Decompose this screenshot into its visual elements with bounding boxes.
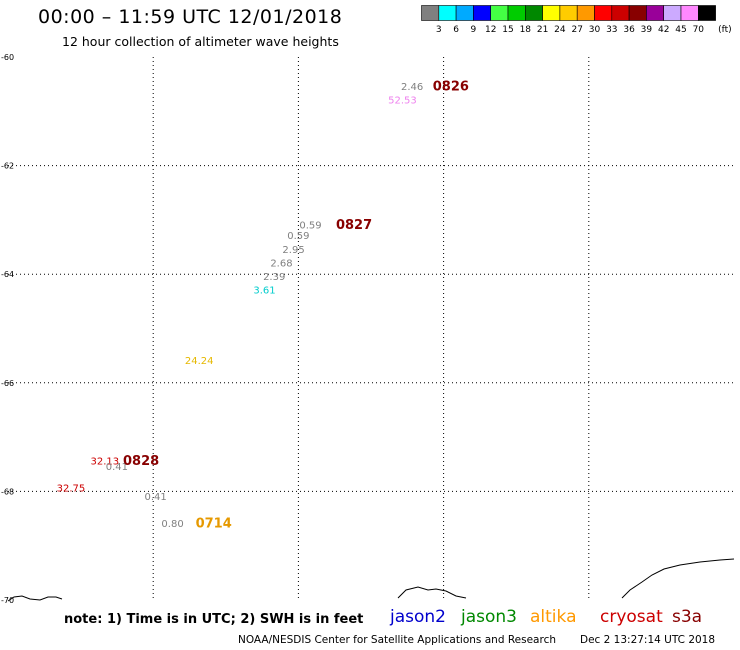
y-tick-label: -60 [1, 53, 14, 62]
legend-jason2: jason2 [390, 607, 446, 627]
pass-time-label: 0826 [433, 79, 469, 94]
wave-height-label: 0.59 [287, 231, 309, 242]
wave-height-label: 0.41 [144, 492, 166, 503]
y-tick-label: -66 [1, 379, 14, 388]
colorbar-tick-label: 27 [571, 25, 582, 35]
pass-time-label: 0827 [336, 218, 372, 233]
y-tick-label: -62 [1, 162, 14, 171]
colorbar-swatch [697, 5, 716, 21]
colorbar-tick-label: 18 [520, 25, 532, 35]
wave-height-label: 3.61 [253, 285, 275, 296]
colorbar-tick-label: 70 [693, 25, 705, 35]
colorbar-tick-label: 12 [485, 25, 496, 35]
wave-height-label: 52.53 [388, 95, 417, 106]
legend-jason3: jason3 [461, 607, 517, 627]
legend-s3a: s3a [672, 607, 703, 627]
footer-note: note: 1) Time is in UTC; 2) SWH is in fe… [64, 612, 364, 627]
legend-altika: altika [530, 607, 577, 627]
generated-timestamp: Dec 2 13:27:14 UTC 2018 [580, 634, 716, 646]
colorbar-tick-label: 6 [453, 25, 459, 35]
wave-height-label: 0.80 [161, 519, 183, 530]
credit-line: NOAA/NESDIS Center for Satellite Applica… [238, 634, 556, 646]
chart-title: 00:00 – 11:59 UTC 12/01/2018 [38, 6, 343, 28]
wave-height-label: 2.46 [401, 82, 423, 93]
colorbar-tick-label: 9 [471, 25, 477, 35]
coastline [621, 558, 735, 599]
wave-height-label: 2.95 [282, 245, 304, 256]
wave-height-plot: -60-62-64-66-68-70036912152.4652.530.590… [1, 53, 735, 605]
pass-time-label: 0714 [196, 516, 232, 531]
wave-height-label: 0.59 [299, 220, 321, 231]
colorbar-tick-label: 33 [606, 25, 617, 35]
colorbar-unit-label: (ft) [718, 25, 732, 35]
y-tick-label: -64 [1, 270, 14, 279]
colorbar-tick-label: 36 [623, 25, 635, 35]
wave-height-label: 2.39 [263, 272, 285, 283]
colorbar-tick-label: 39 [641, 25, 653, 35]
colorbar-tick-label: 42 [658, 25, 669, 35]
chart-subtitle: 12 hour collection of altimeter wave hei… [62, 34, 339, 49]
colorbar-tick-label: 30 [589, 25, 601, 35]
colorbar-tick-label: 15 [502, 25, 513, 35]
coastline [397, 586, 467, 599]
colorbar-tick-label: 21 [537, 25, 548, 35]
colorbar-tick-label: 45 [675, 25, 686, 35]
colorbar-tick-label: 24 [554, 25, 566, 35]
wave-height-label: 32.75 [57, 484, 86, 495]
coastline [7, 595, 63, 602]
wave-height-label: 32.13 [90, 457, 119, 468]
pass-time-label: 0828 [123, 454, 159, 469]
y-tick-label: -68 [1, 487, 14, 496]
colorbar-tick-label: 3 [436, 25, 442, 35]
color-scale-legend: 3 6 9 12 15 18 21 24 27 30 33 36 39 42 45 70 (ft) [421, 5, 732, 35]
wave-height-label: 24.24 [185, 356, 214, 367]
wave-height-label: 0.41 [106, 462, 128, 473]
y-tick-label: -70 [1, 596, 14, 605]
wave-height-label: 2.68 [270, 258, 292, 269]
legend-cryosat: cryosat [600, 607, 663, 627]
